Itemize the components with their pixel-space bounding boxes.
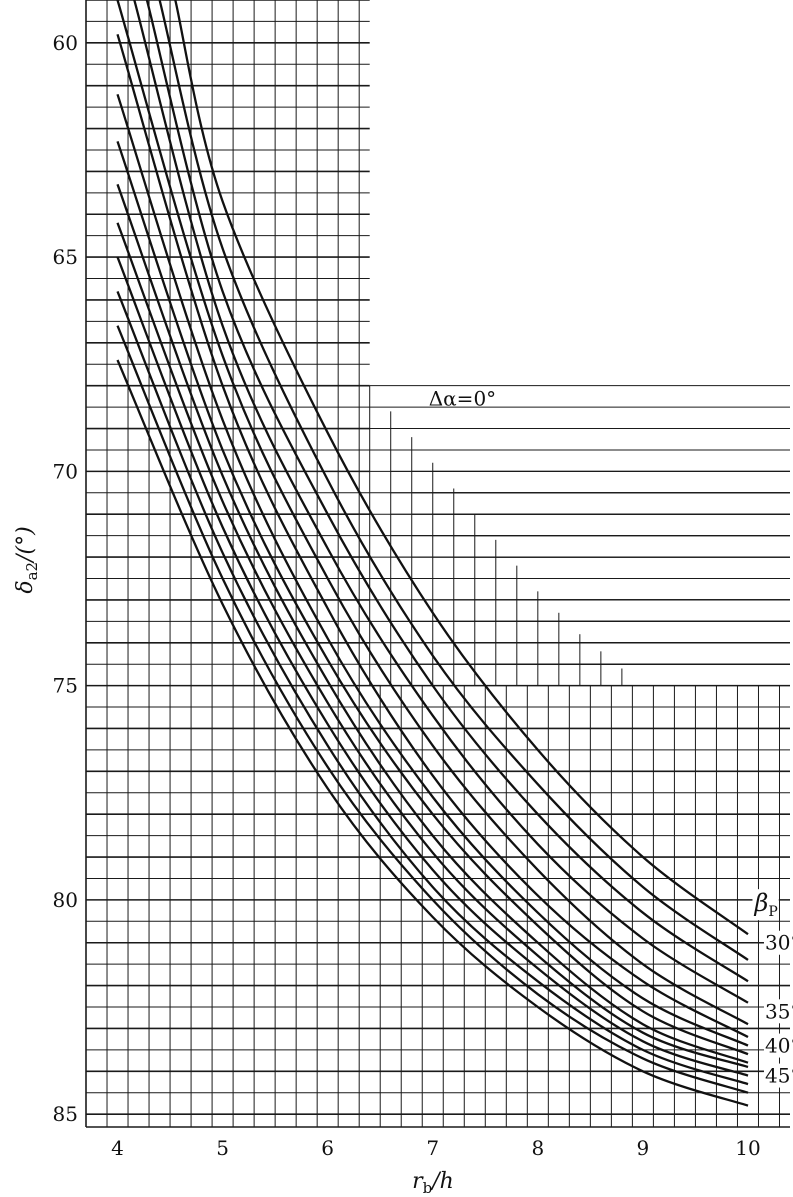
series-line-10 (116, 222, 749, 1069)
annotations: Δα=0° βP 30° 35° 40° 45° (429, 387, 793, 1088)
series-line-5 (116, 0, 749, 1026)
series-line-12 (116, 290, 749, 1086)
annotation-backing (763, 1063, 793, 1088)
y-axis-label: δa2/(°) (13, 526, 41, 593)
y-tick-label: 80 (53, 888, 78, 912)
annotation-backing (763, 999, 793, 1024)
series-line-3 (145, 0, 749, 983)
y-tick-label: 85 (53, 1102, 78, 1126)
y-tick-label: 70 (53, 459, 78, 483)
series-line-9 (116, 183, 749, 1064)
series-line-2 (158, 0, 749, 961)
x-tick-label: 7 (426, 1136, 439, 1160)
annotation-label: βP (753, 889, 777, 920)
grid (85, 0, 790, 1128)
x-tick-label: 4 (111, 1136, 124, 1160)
y-tick-label: 60 (53, 31, 78, 55)
x-axis-ticks: 4 5 6 7 8 9 10 (111, 1136, 761, 1160)
series-line-6 (116, 33, 749, 1039)
y-tick-label: 75 (53, 674, 78, 698)
annotation-label: 30° (765, 931, 793, 955)
series-line-11 (116, 256, 749, 1077)
series-line-14 (116, 359, 749, 1107)
y-axis-ticks: 60 65 70 75 80 85 (53, 31, 78, 1126)
series-line-7 (116, 93, 749, 1047)
annotation-label: 35° (765, 999, 793, 1023)
x-tick-label: 8 (531, 1136, 544, 1160)
y-tick-label: 65 (53, 245, 78, 269)
x-axis-label: rb/h (412, 1169, 454, 1197)
annotation-label: 40° (765, 1034, 793, 1058)
x-tick-label: 5 (216, 1136, 229, 1160)
x-tick-label: 6 (321, 1136, 334, 1160)
series-line-13 (116, 325, 749, 1094)
series-line-1 (174, 0, 749, 936)
x-tick-label: 10 (735, 1136, 760, 1160)
series-line-8 (116, 141, 749, 1056)
curves (116, 0, 749, 1107)
annotation-label: 45° (765, 1064, 793, 1088)
x-tick-label: 9 (637, 1136, 650, 1160)
annotation-label: Δα=0° (429, 387, 496, 411)
annotation-backing (752, 889, 779, 921)
annotation-backing (763, 1033, 793, 1058)
series-line-4 (133, 0, 749, 1004)
annotation-backing (763, 930, 793, 955)
